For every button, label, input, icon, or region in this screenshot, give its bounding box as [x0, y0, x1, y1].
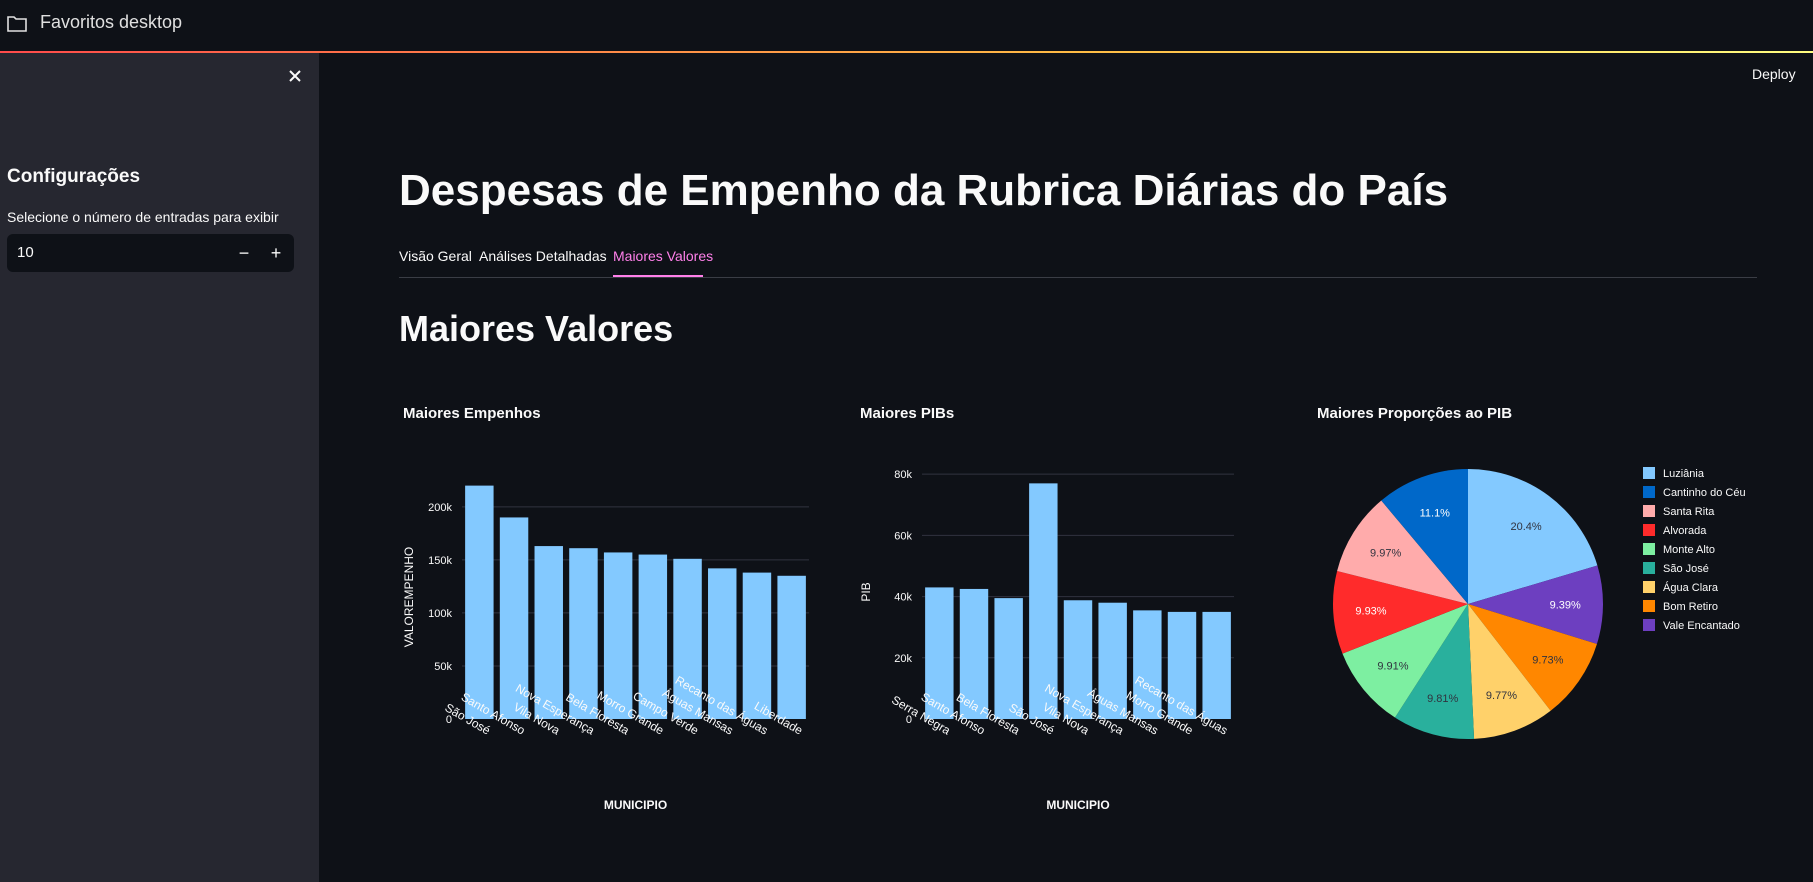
- pie-slice: [1342, 604, 1468, 718]
- y-tick-label: 150k: [428, 555, 452, 567]
- bar: [1029, 483, 1058, 719]
- bar: [569, 548, 598, 719]
- bar: [465, 485, 494, 719]
- tab-visao-geral[interactable]: Visão Geral: [399, 248, 472, 264]
- slice-label: 9.81%: [1427, 693, 1458, 705]
- bar: [994, 598, 1023, 719]
- slice-label: 9.93%: [1355, 605, 1386, 617]
- y-tick-label: 200k: [428, 502, 452, 514]
- bar: [673, 558, 702, 719]
- pie-slice: [1381, 469, 1468, 604]
- top-bar: Favoritos desktop: [0, 0, 1813, 53]
- chart-title: Maiores Proporções ao PIB: [1317, 405, 1513, 422]
- pie-slice: [1468, 604, 1597, 711]
- pie-slice: [1333, 570, 1468, 654]
- chart-maiores-proporcoes: Maiores Proporções ao PIB 20.4% 9.39% 9.73…: [1313, 395, 1773, 755]
- y-tick-label: 80k: [894, 469, 912, 481]
- tab-bar: Visão Geral Análises Detalhadas Maiores …: [399, 246, 1757, 278]
- section-title: Maiores Valores: [399, 308, 674, 349]
- y-axis-label: PIB: [859, 582, 873, 601]
- legend-label: Cantinho do Céu: [1663, 487, 1746, 499]
- slice-label: 9.97%: [1370, 547, 1401, 559]
- bar: [1133, 610, 1162, 719]
- slice-label: 9.77%: [1486, 690, 1517, 702]
- y-tick-label: 100k: [428, 608, 452, 620]
- legend-swatch: [1643, 543, 1655, 555]
- y-tick-label: 60k: [894, 530, 912, 542]
- slice-label: 9.39%: [1550, 600, 1581, 612]
- legend-swatch: [1643, 581, 1655, 593]
- pie-slice: [1337, 500, 1468, 604]
- y-tick-label: 20k: [894, 653, 912, 665]
- bar: [742, 572, 772, 719]
- legend-swatch: [1643, 505, 1655, 517]
- page-title: Despesas de Empenho da Rubrica Diárias d…: [399, 166, 1449, 215]
- increment-button[interactable]: +: [270, 243, 282, 263]
- y-tick-label: 0: [906, 714, 912, 726]
- legend-label: Água Clara: [1663, 581, 1719, 594]
- pie-chart-proporcoes: 20.4% 9.39% 9.73% 9.77% 9.81% 9.91% 9.93% 9.97%…: [1333, 467, 1746, 739]
- bar: [603, 552, 633, 719]
- legend-label: Luziânia: [1663, 468, 1705, 480]
- header-decoration: [0, 51, 1813, 53]
- chart-maiores-pibs: Maiores PIBs 0 20k 40k 60k 80k Serra Negra San…: [856, 395, 1306, 825]
- bar: [1098, 602, 1127, 719]
- sidebar-heading: Configurações: [7, 166, 141, 187]
- legend-label: Alvorada: [1663, 525, 1707, 537]
- deploy-button[interactable]: Deploy: [1752, 66, 1796, 82]
- slice-label: 9.91%: [1377, 661, 1408, 673]
- bar: [638, 554, 668, 719]
- chart-title: Maiores PIBs: [860, 405, 955, 422]
- entries-label: Selecione o número de entradas para exib…: [7, 209, 279, 225]
- sidebar: Configurações Selecione o número de entr…: [0, 53, 319, 882]
- legend-swatch: [1643, 562, 1655, 574]
- legend-label: Bom Retiro: [1663, 601, 1718, 613]
- pie-slice: [1468, 604, 1551, 739]
- active-tab-indicator: [613, 275, 703, 277]
- decrement-button[interactable]: −: [238, 243, 250, 263]
- y-tick-label: 40k: [894, 592, 912, 604]
- app-title: Favoritos desktop: [40, 12, 183, 32]
- legend-swatch: [1643, 467, 1655, 479]
- legend-swatch: [1643, 600, 1655, 612]
- folder-icon: [7, 16, 27, 32]
- legend-label: Monte Alto: [1663, 544, 1715, 556]
- bar: [708, 568, 737, 719]
- legend-label: Vale Encantado: [1663, 620, 1740, 632]
- bar: [534, 546, 563, 719]
- bar: [1167, 611, 1197, 719]
- tab-analises-detalhadas[interactable]: Análises Detalhadas: [479, 248, 607, 264]
- bar: [499, 517, 529, 719]
- bar: [777, 575, 806, 719]
- legend-swatch: [1643, 524, 1655, 536]
- bar: [1063, 600, 1093, 719]
- bar: [959, 588, 989, 719]
- y-tick-label: 0: [446, 714, 452, 726]
- legend-label: São José: [1663, 563, 1709, 575]
- chart-maiores-empenhos: Maiores Empenhos 0 50k 100k 150k 200k São Jos…: [399, 395, 839, 825]
- chart-title: Maiores Empenhos: [403, 405, 541, 422]
- bar: [925, 587, 954, 719]
- close-icon[interactable]: [285, 66, 305, 86]
- pie-slice: [1394, 604, 1475, 739]
- legend-label: Santa Rita: [1663, 506, 1715, 518]
- slice-label: 11.1%: [1420, 508, 1451, 520]
- entries-number-input[interactable]: 10 − +: [7, 234, 294, 272]
- bar: [1202, 611, 1231, 719]
- legend-swatch: [1643, 486, 1655, 498]
- pie-slice: [1468, 565, 1603, 644]
- y-axis-label: VALOREMPENHO: [402, 547, 416, 647]
- tab-maiores-valores[interactable]: Maiores Valores: [613, 248, 714, 264]
- slice-label: 9.73%: [1532, 654, 1563, 666]
- legend-swatch: [1643, 619, 1655, 631]
- pie-slice: [1468, 469, 1598, 604]
- slice-label: 20.4%: [1511, 521, 1542, 533]
- x-axis-label: MUNICIPIO: [1046, 798, 1109, 812]
- x-axis-label: MUNICIPIO: [604, 798, 667, 812]
- entries-value[interactable]: 10: [17, 244, 34, 261]
- y-tick-label: 50k: [434, 661, 452, 673]
